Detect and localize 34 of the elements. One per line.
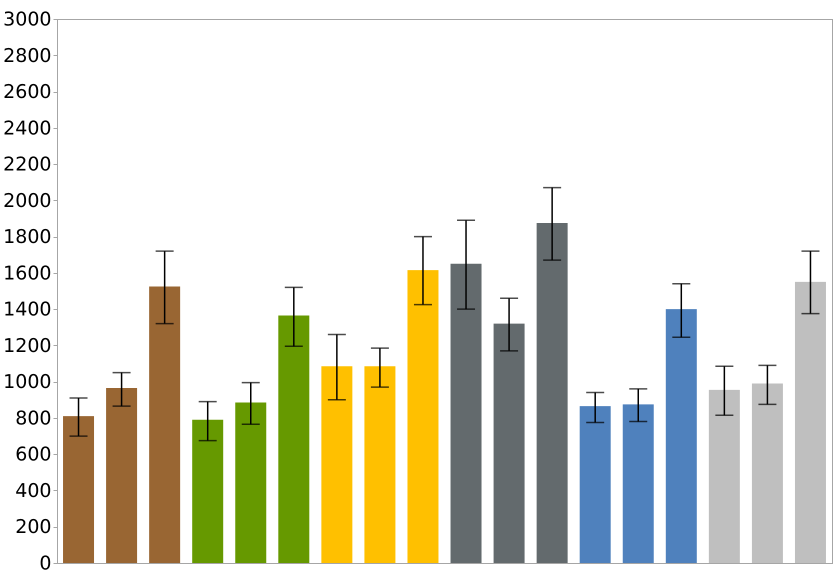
y-tick-label: 1800 — [3, 226, 52, 248]
y-tick-label: 2600 — [3, 81, 52, 104]
y-tick-label: 400 — [15, 480, 52, 502]
y-tick-label: 2800 — [3, 44, 52, 67]
y-tick-label: 600 — [15, 444, 52, 466]
bar — [666, 309, 697, 563]
y-tick-label: 2000 — [3, 190, 52, 212]
y-tick-label: 2400 — [3, 117, 52, 140]
y-tick-label: 1400 — [3, 298, 52, 321]
y-tick-label: 1000 — [3, 371, 52, 394]
bar — [321, 366, 352, 563]
bar — [192, 420, 224, 563]
bar — [278, 315, 310, 563]
bar — [536, 223, 568, 563]
bar — [106, 388, 138, 563]
bar — [752, 383, 783, 563]
y-tick-label: 3000 — [3, 8, 52, 30]
y-tick-label: 1200 — [3, 334, 52, 357]
bar — [622, 404, 654, 563]
y-tick-label: 800 — [15, 407, 52, 430]
bar — [364, 366, 396, 563]
bar — [235, 402, 266, 563]
bar — [580, 406, 611, 563]
y-tick-label: 200 — [15, 516, 52, 538]
y-tick-label: 2200 — [3, 154, 52, 176]
bar — [63, 416, 94, 563]
bar — [407, 270, 438, 563]
bar — [708, 390, 740, 563]
y-tick-label: 0 — [39, 552, 52, 574]
bar — [450, 264, 482, 563]
y-tick-label: 1600 — [3, 262, 52, 284]
bar — [494, 324, 525, 563]
bar — [794, 282, 826, 563]
bar — [149, 286, 180, 563]
